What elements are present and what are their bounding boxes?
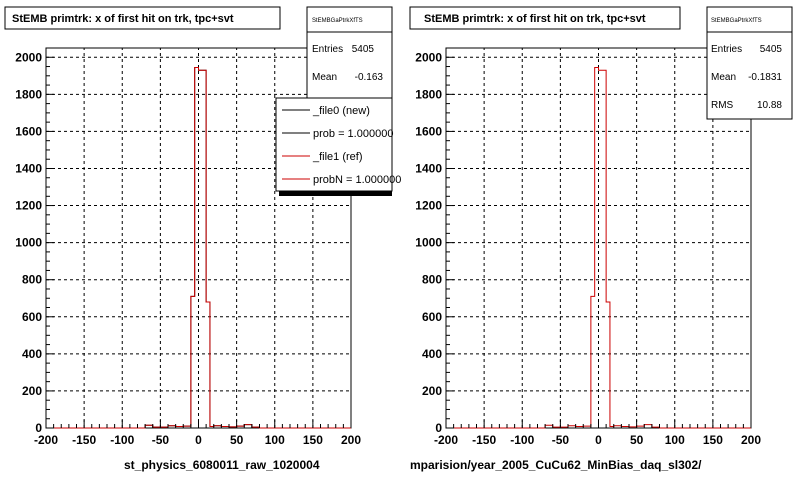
x-tick-label: -200 [434, 433, 458, 447]
legend-entry: probN = 1.000000 [282, 174, 401, 186]
y-tick-label: 1800 [415, 87, 442, 101]
x-tick-label: -150 [72, 433, 96, 447]
y-tick-label: 400 [422, 347, 442, 361]
grid-right [446, 48, 751, 428]
y-tick-label: 600 [22, 310, 42, 324]
legend-label-2: _file1 (ref) [312, 151, 363, 163]
legend-entry: _file0 (new) [282, 105, 370, 117]
x-tick-label: 100 [665, 433, 685, 447]
x-tick-label: 150 [303, 433, 323, 447]
y-tick-label: 600 [422, 310, 442, 324]
legend-entry: _file1 (ref) [282, 151, 363, 163]
stats-box-right: StEMBGaPtrkXfTS Entries 5405 Mean -0.183… [706, 6, 793, 120]
x-axis-label-right: mparision/year_2005_CuCu62_MinBias_daq_s… [410, 458, 702, 472]
x-axis-label-left: st_physics_6080011_raw_1020004 [124, 458, 320, 472]
stats-name-right: StEMBGaPtrkXfTS [711, 18, 762, 24]
panel-left: -200 -150 -100 -50 0 50 100 150 2000200400600800… [4, 6, 401, 472]
legend-label-1: prob = 1.000000 [313, 128, 393, 140]
y-tick-label: 0 [35, 421, 42, 435]
x-tick-label: 150 [703, 433, 723, 447]
y-tick-label: 200 [422, 384, 442, 398]
x-tick-label: 200 [341, 433, 361, 447]
legend-label-3: probN = 1.000000 [313, 174, 401, 186]
x-tick-label: 100 [265, 433, 285, 447]
y-tick-label: 1000 [15, 236, 42, 250]
y-tick-label: 1400 [415, 161, 442, 175]
plot-area-right: -200 -150 -100 -50 0 50 100 150 2000200400600800… [415, 47, 761, 447]
y-tick-label: 200 [22, 384, 42, 398]
y-tick-label: 0 [435, 421, 442, 435]
axes-right: -200 -150 -100 -50 0 50 100 150 2000200400600800… [415, 47, 761, 447]
x-tick-label: -50 [152, 433, 170, 447]
stats-mean-value-left: -0.163 [355, 72, 384, 83]
y-tick-label: 400 [22, 347, 42, 361]
grid-left [46, 48, 351, 428]
y-tick-label: 1000 [415, 236, 442, 250]
stats-mean-label-right: Mean [711, 72, 736, 83]
stats-mean-value-right: -0.1831 [748, 72, 782, 83]
y-tick-label: 2000 [15, 50, 42, 64]
stats-rms-value-right: 10.88 [757, 100, 782, 111]
x-tick-label: 0 [595, 433, 602, 447]
chart-title-right: StEMB primtrk: x of first hit on trk, tp… [424, 13, 646, 25]
x-tick-label: -150 [472, 433, 496, 447]
stats-name-left: StEMBGaPtrkXfTS [312, 18, 363, 24]
legend-label-0: _file0 (new) [312, 105, 370, 117]
y-tick-label: 1600 [415, 124, 442, 138]
y-tick-label: 800 [22, 273, 42, 287]
legend-left: _file0 (new) prob = 1.000000 _file1 (ref… [275, 97, 401, 196]
y-tick-label: 1200 [415, 199, 442, 213]
y-tick-label: 2000 [415, 50, 442, 64]
stats-entries-value-left: 5405 [352, 44, 375, 55]
stats-entries-label-left: Entries [312, 44, 343, 55]
x-tick-label: -100 [110, 433, 134, 447]
x-tick-label: 50 [230, 433, 244, 447]
y-tick-label: 1600 [15, 124, 42, 138]
x-tick-label: -200 [34, 433, 58, 447]
x-tick-label: -100 [510, 433, 534, 447]
x-tick-label: 50 [630, 433, 644, 447]
x-tick-label: -50 [552, 433, 570, 447]
legend-entry: prob = 1.000000 [282, 128, 393, 140]
x-tick-label: 0 [195, 433, 202, 447]
axes-left: -200 -150 -100 -50 0 50 100 150 2000200400600800… [15, 47, 361, 447]
title-box-right: StEMB primtrk: x of first hit on trk, tp… [409, 6, 681, 30]
stats-entries-label-right: Entries [711, 44, 742, 55]
chart-title-left: StEMB primtrk: x of first hit on trk, tp… [12, 13, 234, 25]
stats-rms-label-right: RMS [711, 100, 734, 111]
stats-mean-label-left: Mean [312, 72, 337, 83]
y-tick-label: 1800 [15, 87, 42, 101]
y-tick-label: 1200 [15, 199, 42, 213]
panel-right: -200 -150 -100 -50 0 50 100 150 2000200400600800… [409, 6, 793, 472]
y-tick-label: 1400 [15, 161, 42, 175]
y-tick-label: 800 [422, 273, 442, 287]
stats-entries-value-right: 5405 [760, 44, 783, 55]
plot-area-left: -200 -150 -100 -50 0 50 100 150 2000200400600800… [15, 47, 361, 447]
x-tick-label: 200 [741, 433, 761, 447]
title-box-left: StEMB primtrk: x of first hit on trk, tp… [4, 6, 281, 30]
